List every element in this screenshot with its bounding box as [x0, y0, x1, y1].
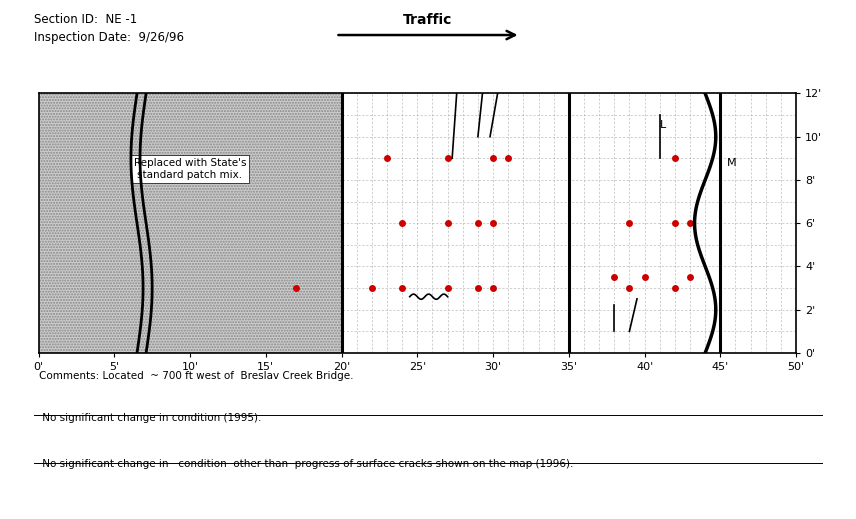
Point — [622, 284, 636, 292]
Text: Traffic: Traffic — [403, 13, 453, 27]
Point — [395, 219, 409, 227]
Point — [486, 219, 500, 227]
Point — [608, 273, 621, 281]
Point — [668, 219, 681, 227]
Point — [668, 154, 681, 162]
Text: L: L — [660, 120, 666, 130]
Text: M: M — [727, 158, 736, 168]
Point — [471, 284, 484, 292]
Point — [471, 219, 484, 227]
Text: Section ID:  NE -1: Section ID: NE -1 — [34, 13, 138, 26]
Point — [365, 284, 378, 292]
Point — [683, 273, 697, 281]
Point — [486, 154, 500, 162]
Point — [638, 273, 651, 281]
Point — [441, 219, 455, 227]
Point — [486, 284, 500, 292]
Point — [683, 219, 697, 227]
Text: Inspection Date:  9/26/96: Inspection Date: 9/26/96 — [34, 31, 184, 44]
Point — [441, 284, 455, 292]
Point — [380, 154, 394, 162]
Text: Replaced with State's
standard patch mix.: Replaced with State's standard patch mix… — [134, 158, 247, 180]
Point — [622, 219, 636, 227]
Point — [395, 284, 409, 292]
Point — [668, 284, 681, 292]
Point — [289, 284, 303, 292]
Text: Comments: Located  ~ 700 ft west of  Breslav Creek Bridge.: Comments: Located ~ 700 ft west of Bresl… — [39, 371, 353, 381]
Point — [441, 154, 455, 162]
Text: No significant change in   condition  other than  progress of surface cracks sho: No significant change in condition other… — [39, 459, 573, 469]
Bar — [39, 93, 342, 353]
Text: No significant change in condition (1995).: No significant change in condition (1995… — [39, 413, 261, 422]
Point — [502, 154, 515, 162]
